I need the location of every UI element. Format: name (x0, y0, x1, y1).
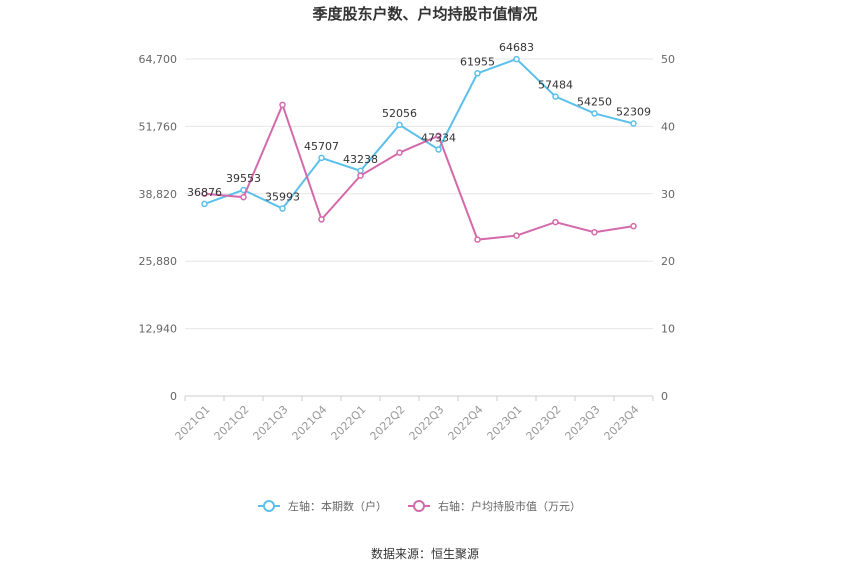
data-point (435, 132, 442, 140)
data-label: 52056 (382, 107, 417, 120)
y-right-tick-label: 20 (661, 255, 675, 268)
data-label: 57484 (538, 79, 573, 92)
y-left-tick-label: 0 (170, 390, 177, 403)
x-tick-label: 2023Q3 (563, 403, 603, 443)
data-label: 35993 (265, 191, 300, 204)
data-labels: 36876 39553 35993 45707 43238 52056 47334 61955… (187, 41, 651, 203)
data-label: 54250 (577, 95, 612, 108)
y-right-tick-label: 30 (661, 188, 675, 201)
data-point (513, 55, 520, 63)
data-point (318, 216, 325, 223)
data-point (279, 101, 286, 109)
legend-marker-2 (413, 500, 425, 512)
data-label: 47334 (421, 131, 456, 144)
data-point (201, 190, 208, 198)
legend-label-1: 左轴：本期数（户） (288, 499, 387, 513)
data-point (630, 222, 637, 230)
data-point (435, 146, 442, 153)
legend-label-2: 右轴：户均持股市值（万元） (438, 499, 581, 513)
data-point (396, 149, 403, 156)
grid-lines (185, 58, 653, 330)
x-tick-label: 2022Q3 (407, 403, 447, 443)
x-tick-label: 2023Q1 (485, 403, 525, 443)
data-point (552, 93, 559, 100)
x-tick-label: 2022Q4 (446, 403, 486, 443)
data-label: 43238 (343, 153, 378, 166)
x-tick-label: 2023Q4 (602, 403, 642, 443)
data-label: 45707 (304, 140, 339, 153)
data-point (591, 228, 598, 236)
y-left-tick-label: 12,940 (139, 323, 178, 336)
y-left-tick-label: 64,700 (139, 53, 178, 66)
data-label: 52309 (616, 106, 651, 119)
data-point (630, 120, 637, 127)
data-label: 39553 (226, 172, 261, 185)
x-tick-label: 2022Q2 (368, 403, 408, 443)
x-tick-label: 2022Q1 (329, 403, 369, 443)
chart-title: 季度股东户数、户均持股市值情况 (312, 5, 537, 23)
y-left-tick-label: 38,820 (139, 188, 178, 201)
y-left-tick-label: 51,760 (139, 120, 178, 133)
y-right-tick-label: 40 (661, 120, 675, 133)
series-line-1 (204, 57, 634, 210)
y-right-tick-label: 50 (661, 53, 675, 66)
series-layer (201, 55, 637, 243)
data-point (201, 200, 208, 208)
x-tick-label: 2021Q2 (212, 403, 252, 443)
series-line-2 (204, 102, 634, 241)
data-point (279, 205, 286, 212)
data-point (240, 193, 247, 201)
data-point (357, 172, 364, 179)
data-point (513, 232, 520, 239)
x-tick-label: 2021Q3 (251, 403, 291, 443)
x-tick-label: 2021Q1 (173, 403, 213, 443)
data-label: 64683 (499, 41, 534, 54)
data-point (396, 121, 403, 129)
data-label: 61955 (460, 55, 495, 68)
data-label: 36876 (187, 186, 222, 199)
x-tick-label: 2021Q4 (290, 403, 330, 443)
data-point (552, 218, 559, 226)
data-point (591, 110, 598, 117)
y-left-tick-label: 25,880 (139, 255, 178, 268)
source-text: 数据来源：恒生聚源 (371, 546, 479, 561)
data-point (474, 70, 481, 77)
legend-marker-1 (263, 500, 275, 512)
data-point (474, 236, 481, 243)
x-tick-label: 2023Q2 (524, 403, 564, 443)
legend: 左轴：本期数（户） 右轴：户均持股市值（万元） (258, 499, 581, 513)
y-right-tick-label: 0 (661, 390, 668, 403)
data-point (318, 154, 325, 162)
y-right-tick-label: 10 (661, 323, 675, 336)
